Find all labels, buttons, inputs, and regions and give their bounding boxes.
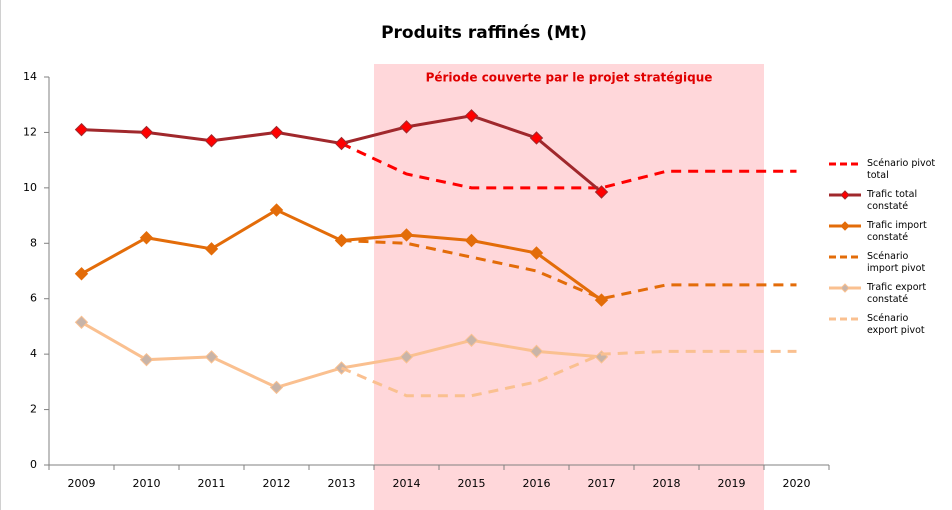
legend-item: Scénario pivot total [827, 158, 937, 182]
y-tick-label: 4 [30, 347, 37, 360]
legend-marker [840, 283, 850, 293]
x-tick-label: 2019 [718, 477, 746, 490]
data-point [139, 231, 154, 245]
x-tick-label: 2016 [523, 477, 551, 490]
y-tick-label: 2 [30, 403, 37, 416]
data-point [74, 267, 89, 281]
data-point [399, 228, 414, 242]
data-point [269, 380, 284, 395]
x-tick-label: 2011 [198, 477, 226, 490]
data-point [399, 350, 414, 364]
data-point [529, 246, 544, 260]
x-tick-label: 2017 [588, 477, 616, 490]
legend-swatch [829, 317, 861, 321]
chart-title: Produits raffinés (Mt) [381, 23, 587, 43]
legend-marker [840, 221, 850, 231]
legend-label: Trafic total constaté [867, 189, 918, 212]
y-tick-label: 12 [23, 125, 37, 138]
legend-label: Trafic export constaté [867, 282, 927, 305]
legend-swatch [829, 190, 861, 200]
period-shade [374, 64, 764, 510]
legend-item: Trafic total constaté [827, 189, 937, 213]
data-point [594, 185, 609, 199]
data-point [529, 131, 544, 145]
legend-item: Trafic export constaté [827, 282, 937, 306]
legend-label: Scénario export pivot [867, 313, 925, 336]
series-line [341, 239, 797, 301]
legend-swatch [829, 283, 861, 293]
data-point [269, 203, 284, 217]
legend-label: Scénario pivot total [867, 158, 936, 181]
x-tick-label: 2015 [458, 477, 486, 490]
data-point [529, 344, 544, 359]
legend-label: Scénario import pivot [867, 251, 926, 274]
y-tick-label: 10 [23, 181, 37, 194]
x-tick-label: 2010 [133, 477, 161, 490]
data-point [399, 120, 414, 134]
y-tick-label: 0 [30, 458, 37, 471]
legend-swatch [829, 255, 861, 259]
legend-swatch [829, 162, 861, 166]
x-tick-label: 2020 [783, 477, 811, 490]
data-point [204, 134, 219, 148]
y-tick-label: 14 [23, 70, 37, 83]
legend-item: Scénario export pivot [827, 313, 937, 337]
x-tick-label: 2012 [263, 477, 291, 490]
data-point [464, 233, 479, 248]
y-tick-label: 8 [30, 236, 37, 249]
data-point [464, 333, 479, 347]
data-point [74, 122, 89, 137]
data-point [139, 125, 154, 140]
data-point [139, 352, 154, 367]
data-point [204, 350, 219, 364]
x-tick-label: 2018 [653, 477, 681, 490]
legend-label: Trafic import constaté [867, 220, 927, 243]
series-line [340, 349, 797, 398]
legend-swatch [829, 221, 861, 231]
data-point [269, 125, 284, 140]
data-point [74, 315, 89, 329]
annotation: Période couverte par le projet stratégiq… [426, 71, 713, 85]
data-point [334, 136, 349, 151]
legend-item: Scénario import pivot [827, 251, 937, 275]
legend-item: Trafic import constaté [827, 220, 937, 244]
x-tick-label: 2013 [328, 477, 356, 490]
y-tick-label: 6 [30, 292, 37, 305]
data-point [204, 242, 219, 256]
x-tick-label: 2014 [393, 477, 421, 490]
x-tick-label: 2009 [68, 477, 96, 490]
data-point [334, 233, 349, 248]
data-point [464, 109, 479, 123]
legend-marker [840, 190, 850, 200]
